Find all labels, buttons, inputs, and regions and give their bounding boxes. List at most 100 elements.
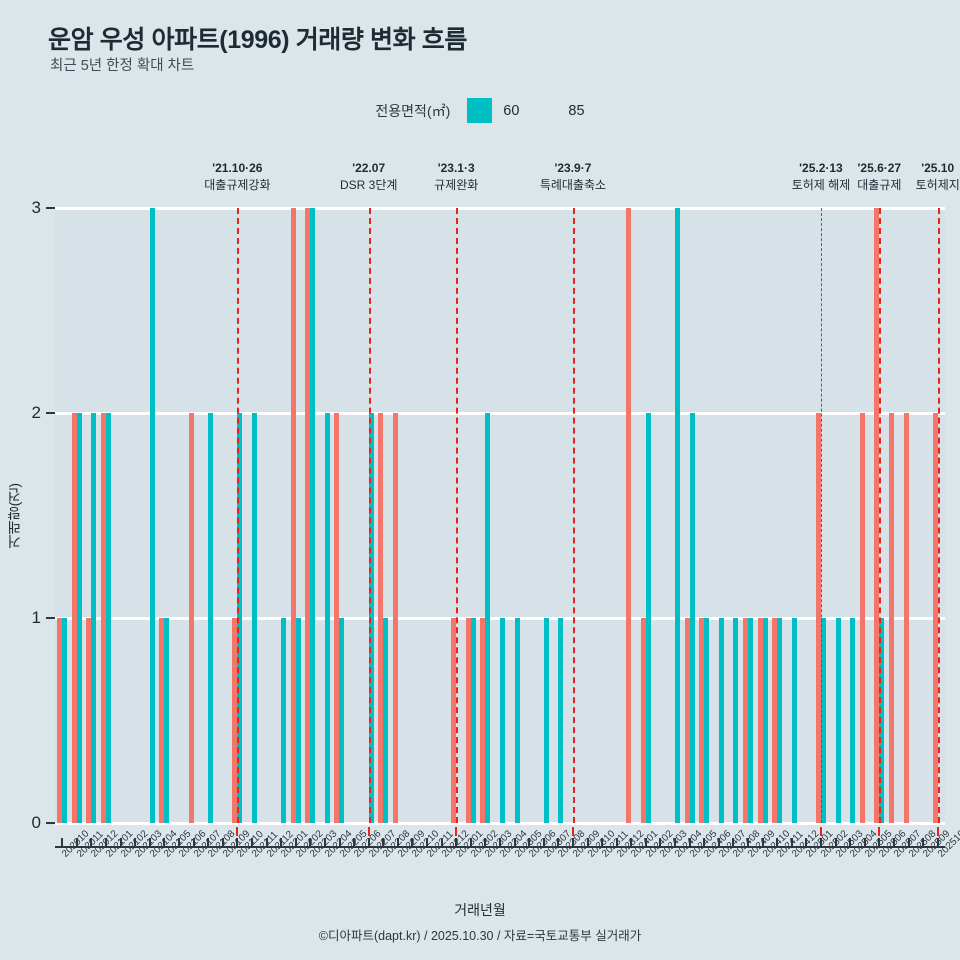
bar-group[interactable] bbox=[857, 208, 872, 823]
bar-group[interactable] bbox=[741, 208, 756, 823]
page-subtitle: 최근 5년 한정 확대 차트 bbox=[50, 58, 195, 74]
x-tick-mark bbox=[834, 838, 837, 847]
bar-60 bbox=[874, 208, 880, 823]
x-tick-mark bbox=[426, 838, 429, 847]
bar-60 bbox=[57, 618, 63, 823]
event-date: '25.10 bbox=[921, 161, 955, 175]
bar-group[interactable] bbox=[434, 208, 449, 823]
event-date: '25.6·27 bbox=[857, 161, 902, 175]
bar-group[interactable] bbox=[318, 208, 333, 823]
bar-group[interactable] bbox=[536, 208, 551, 823]
bar-group[interactable] bbox=[799, 208, 814, 823]
bar-group[interactable] bbox=[668, 208, 683, 823]
bar-group[interactable] bbox=[609, 208, 624, 823]
event-label-202207: '22.07 DSR 3단계 bbox=[340, 160, 397, 195]
x-tick-mark bbox=[265, 838, 268, 847]
bar-group[interactable] bbox=[639, 208, 654, 823]
bar-group[interactable] bbox=[99, 208, 114, 823]
bar-group[interactable] bbox=[887, 208, 902, 823]
bar-group[interactable] bbox=[376, 208, 391, 823]
bar-group[interactable] bbox=[230, 208, 245, 823]
bar-85 bbox=[91, 413, 97, 823]
bar-85 bbox=[149, 208, 155, 823]
bar-group[interactable] bbox=[143, 208, 158, 823]
bar-group[interactable] bbox=[551, 208, 566, 823]
bar-group[interactable] bbox=[288, 208, 303, 823]
bar-group[interactable] bbox=[493, 208, 508, 823]
bar-group[interactable] bbox=[726, 208, 741, 823]
bar-group[interactable] bbox=[755, 208, 770, 823]
bar-group[interactable] bbox=[332, 208, 347, 823]
bar-60 bbox=[159, 618, 165, 823]
event-line-202510 bbox=[937, 208, 940, 823]
x-tick-mark bbox=[776, 838, 779, 847]
x-tick-mark bbox=[178, 838, 181, 847]
event-tick-202502 bbox=[819, 827, 822, 836]
bar-group[interactable] bbox=[930, 208, 945, 823]
bar-60 bbox=[932, 413, 938, 823]
legend-item-60[interactable]: 60 bbox=[467, 98, 519, 123]
event-line-202110 bbox=[237, 208, 240, 823]
bar-group[interactable] bbox=[303, 208, 318, 823]
bar-group[interactable] bbox=[347, 208, 362, 823]
bar-group[interactable] bbox=[624, 208, 639, 823]
bar-group[interactable] bbox=[245, 208, 260, 823]
bar-group[interactable] bbox=[391, 208, 406, 823]
bar-group[interactable] bbox=[507, 208, 522, 823]
x-tick-mark bbox=[61, 838, 64, 847]
bar-85 bbox=[733, 618, 739, 823]
bar-group[interactable] bbox=[828, 208, 843, 823]
bar-group[interactable] bbox=[478, 208, 493, 823]
bar-group[interactable] bbox=[405, 208, 420, 823]
bar-60 bbox=[640, 618, 646, 823]
bar-group[interactable] bbox=[770, 208, 785, 823]
bar-group[interactable] bbox=[843, 208, 858, 823]
bar-group[interactable] bbox=[420, 208, 435, 823]
bar-group[interactable] bbox=[84, 208, 99, 823]
bar-60 bbox=[188, 413, 194, 823]
bar-group[interactable] bbox=[157, 208, 172, 823]
bar-group[interactable] bbox=[916, 208, 931, 823]
bar-group[interactable] bbox=[814, 208, 829, 823]
x-tick-mark bbox=[250, 838, 253, 847]
bar-group[interactable] bbox=[70, 208, 85, 823]
bar-group[interactable] bbox=[361, 208, 376, 823]
bar-group[interactable] bbox=[215, 208, 230, 823]
bar-group[interactable] bbox=[653, 208, 668, 823]
bar-group[interactable] bbox=[697, 208, 712, 823]
bar-60 bbox=[903, 413, 909, 823]
event-tick-202301 bbox=[455, 827, 458, 836]
bar-group[interactable] bbox=[872, 208, 887, 823]
bar-group[interactable] bbox=[274, 208, 289, 823]
bar-group[interactable] bbox=[259, 208, 274, 823]
bar-group[interactable] bbox=[595, 208, 610, 823]
bar-group[interactable] bbox=[901, 208, 916, 823]
bar-group[interactable] bbox=[682, 208, 697, 823]
event-tick-202510 bbox=[936, 827, 939, 836]
legend-item-85[interactable]: 85 bbox=[532, 98, 584, 123]
x-tick-mark bbox=[557, 838, 560, 847]
bar-group[interactable] bbox=[55, 208, 70, 823]
bar-85 bbox=[499, 618, 505, 823]
bar-group[interactable] bbox=[522, 208, 537, 823]
bar-group[interactable] bbox=[186, 208, 201, 823]
bar-group[interactable] bbox=[128, 208, 143, 823]
bar-85 bbox=[62, 618, 68, 823]
x-tick-mark bbox=[688, 838, 691, 847]
bar-group[interactable] bbox=[785, 208, 800, 823]
x-tick-mark bbox=[703, 838, 706, 847]
bar-group[interactable] bbox=[449, 208, 464, 823]
x-axis-line bbox=[55, 846, 945, 848]
bar-85 bbox=[324, 413, 330, 823]
bar-85 bbox=[281, 618, 287, 823]
bar-group[interactable] bbox=[201, 208, 216, 823]
legend-swatch-85 bbox=[532, 98, 557, 123]
bar-group[interactable] bbox=[712, 208, 727, 823]
bar-group[interactable] bbox=[464, 208, 479, 823]
event-name: DSR 3단계 bbox=[339, 178, 398, 193]
bar-group[interactable] bbox=[172, 208, 187, 823]
bar-group[interactable] bbox=[580, 208, 595, 823]
event-label-202309: '23.9·7 특례대출축소 bbox=[540, 160, 606, 195]
event-label-202110: '21.10·26 대출규제강화 bbox=[204, 160, 270, 195]
bar-group[interactable] bbox=[113, 208, 128, 823]
